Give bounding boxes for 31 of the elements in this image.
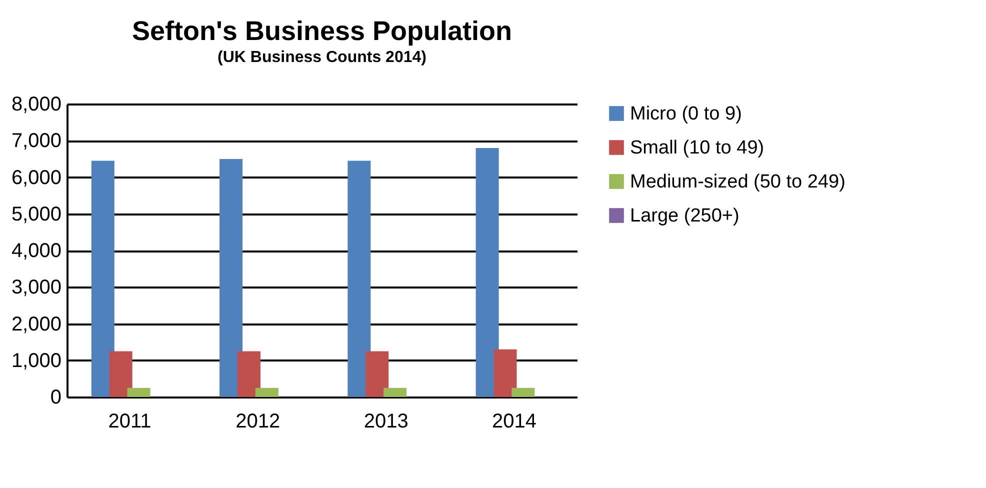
x-tick-label: 2014 [492, 410, 536, 432]
y-tick-label: 8,000 [11, 94, 62, 116]
bar [348, 160, 371, 397]
y-tick-label: 4,000 [11, 240, 62, 262]
bar [494, 349, 517, 397]
bar [384, 388, 407, 397]
legend-label: Medium-sized (50 to 249) [630, 172, 846, 192]
y-tick-label: 7,000 [11, 130, 62, 152]
y-tick-label: 1,000 [11, 350, 62, 372]
bar [220, 158, 243, 397]
y-tick-label: 3,000 [11, 276, 62, 299]
bar [512, 388, 535, 397]
y-tick-label: 0 [50, 386, 62, 408]
bar [109, 351, 132, 397]
legend-label: Micro (0 to 9) [630, 104, 742, 124]
chart-subtitle: (UK Business Counts 2014) [218, 49, 426, 66]
x-tick-label: 2011 [108, 410, 152, 432]
bar [476, 148, 499, 397]
bar [127, 388, 150, 397]
bar [366, 351, 389, 397]
legend-label: Large (250+) [630, 206, 740, 226]
bar [237, 351, 260, 397]
bar [91, 160, 114, 397]
x-tick-label: 2013 [364, 410, 408, 432]
y-tick-label: 6,000 [11, 166, 62, 189]
y-tick-label: 2,000 [11, 313, 62, 336]
chart-title: Sefton's Business Population [132, 16, 512, 46]
y-tick-label: 5,000 [11, 203, 62, 226]
legend-label: Small (10 to 49) [630, 138, 764, 158]
x-tick-label: 2012 [236, 410, 280, 432]
bar [255, 388, 278, 397]
